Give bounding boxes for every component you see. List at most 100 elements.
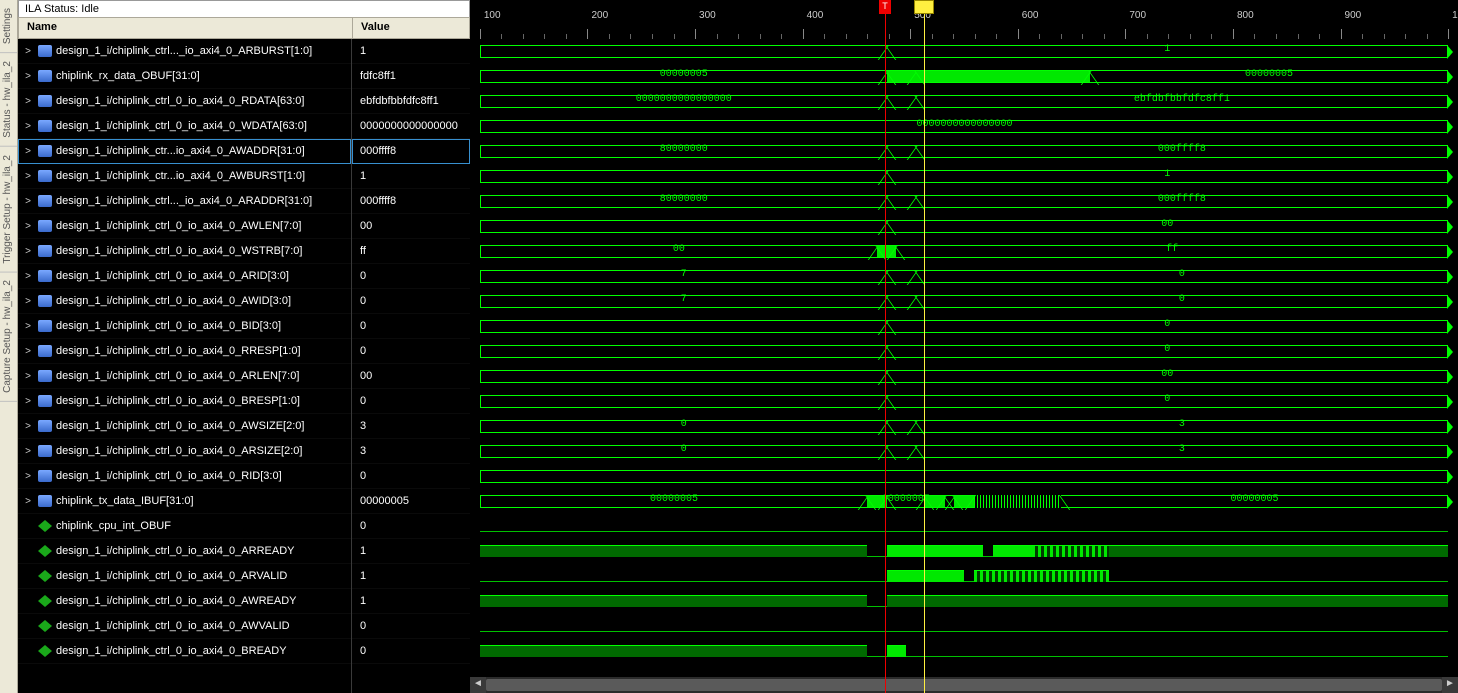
signal-row[interactable]: design_1_i/chiplink_ctrl_0_io_axi4_0_AWR…	[18, 589, 351, 614]
signal-value[interactable]: 0000000000000000	[352, 114, 470, 139]
signal-row[interactable]: >design_1_i/chiplink_ctrl..._io_axi4_0_A…	[18, 39, 351, 64]
signal-row[interactable]: >chiplink_tx_data_IBUF[31:0]	[18, 489, 351, 514]
signal-value[interactable]: 0	[352, 514, 470, 539]
signal-value[interactable]: 0	[352, 339, 470, 364]
signal-value[interactable]: 00000005	[352, 489, 470, 514]
signal-value[interactable]: ebfdbfbbfdfc8ff1	[352, 89, 470, 114]
expand-icon[interactable]: >	[22, 71, 34, 82]
tab-capture-setup[interactable]: Capture Setup - hw_ila_2	[0, 272, 17, 402]
scroll-right-button[interactable]: ►	[1442, 677, 1458, 693]
signal-value[interactable]: 1	[352, 564, 470, 589]
signal-value[interactable]: 0	[352, 289, 470, 314]
expand-icon[interactable]: >	[22, 396, 34, 407]
signal-value[interactable]: 000ffff8	[352, 189, 470, 214]
signal-row[interactable]: >design_1_i/chiplink_ctrl_0_io_axi4_0_AW…	[18, 414, 351, 439]
wave-row[interactable]	[470, 639, 1458, 664]
signal-value[interactable]: fdfc8ff1	[352, 64, 470, 89]
signal-row[interactable]: >design_1_i/chiplink_ctrl_0_io_axi4_0_WS…	[18, 239, 351, 264]
signal-row[interactable]: >design_1_i/chiplink_ctrl_0_io_axi4_0_RR…	[18, 339, 351, 364]
signal-value[interactable]: 00	[352, 214, 470, 239]
signal-value[interactable]: 1	[352, 39, 470, 64]
signal-row[interactable]: >design_1_i/chiplink_ctrl_0_io_axi4_0_WD…	[18, 114, 351, 139]
signal-row[interactable]: >design_1_i/chiplink_ctrl_0_io_axi4_0_AW…	[18, 214, 351, 239]
expand-icon[interactable]: >	[22, 96, 34, 107]
signal-value[interactable]: 00	[352, 364, 470, 389]
signal-value[interactable]: 1	[352, 164, 470, 189]
scroll-thumb[interactable]	[486, 679, 1442, 691]
waveform-pane[interactable]: 1002003004005006007008009001,000T 100000…	[470, 0, 1458, 693]
expand-icon[interactable]: >	[22, 446, 34, 457]
signal-value[interactable]: ff	[352, 239, 470, 264]
tab-trigger-setup[interactable]: Trigger Setup - hw_ila_2	[0, 147, 17, 273]
expand-icon[interactable]: >	[22, 121, 34, 132]
signal-row[interactable]: design_1_i/chiplink_ctrl_0_io_axi4_0_ARR…	[18, 539, 351, 564]
wave-row[interactable]: 00	[470, 364, 1458, 389]
expand-icon[interactable]: >	[22, 221, 34, 232]
signal-value[interactable]: 0	[352, 264, 470, 289]
wave-row[interactable]: 03	[470, 439, 1458, 464]
horizontal-scrollbar[interactable]: ◄ ►	[470, 677, 1458, 693]
expand-icon[interactable]: >	[22, 346, 34, 357]
signal-row[interactable]: >design_1_i/chiplink_ctrl_0_io_axi4_0_AR…	[18, 364, 351, 389]
expand-icon[interactable]: >	[22, 371, 34, 382]
wave-row[interactable]: 000000050000000500000005	[470, 489, 1458, 514]
signal-row[interactable]: design_1_i/chiplink_ctrl_0_io_axi4_0_BRE…	[18, 639, 351, 664]
wave-row[interactable]: 0000000500000005	[470, 64, 1458, 89]
wave-row[interactable]	[470, 514, 1458, 539]
waveform-area[interactable]: 1 00000005000000050000000000000000ebfdbfb…	[470, 39, 1458, 664]
signal-value[interactable]: 1	[352, 589, 470, 614]
signal-row[interactable]: chiplink_cpu_int_OBUF	[18, 514, 351, 539]
signal-value[interactable]: 1	[352, 539, 470, 564]
wave-row[interactable]: 03	[470, 414, 1458, 439]
wave-row[interactable]: 0000000000000000	[470, 114, 1458, 139]
signal-row[interactable]: >design_1_i/chiplink_ctrl_0_io_axi4_0_AR…	[18, 264, 351, 289]
signal-value[interactable]: 3	[352, 439, 470, 464]
signal-value[interactable]: 0	[352, 614, 470, 639]
expand-icon[interactable]: >	[22, 171, 34, 182]
header-name[interactable]: Name	[19, 18, 353, 38]
expand-icon[interactable]: >	[22, 496, 34, 507]
expand-icon[interactable]: >	[22, 321, 34, 332]
wave-row[interactable]: 0	[470, 339, 1458, 364]
wave-row[interactable]: 80000000000ffff8	[470, 189, 1458, 214]
signal-row[interactable]: >design_1_i/chiplink_ctrl_0_io_axi4_0_RI…	[18, 464, 351, 489]
header-value[interactable]: Value	[353, 18, 469, 38]
wave-row[interactable]: 00ff	[470, 239, 1458, 264]
signal-value[interactable]: 3	[352, 414, 470, 439]
wave-row[interactable]	[470, 539, 1458, 564]
wave-row[interactable]: 0	[470, 314, 1458, 339]
expand-icon[interactable]: >	[22, 196, 34, 207]
tab-status[interactable]: Status - hw_ila_2	[0, 53, 17, 147]
signal-value[interactable]: 0	[352, 314, 470, 339]
trigger-marker[interactable]: T	[879, 0, 891, 14]
wave-row[interactable]: 80000000000ffff8	[470, 139, 1458, 164]
signal-row[interactable]: >design_1_i/chiplink_ctr...io_axi4_0_AWA…	[18, 139, 351, 164]
signal-value[interactable]: 0	[352, 639, 470, 664]
signal-value[interactable]: 0	[352, 389, 470, 414]
wave-row[interactable]	[470, 614, 1458, 639]
signal-row[interactable]: design_1_i/chiplink_ctrl_0_io_axi4_0_AWV…	[18, 614, 351, 639]
signal-row[interactable]: >design_1_i/chiplink_ctrl_0_io_axi4_0_BR…	[18, 389, 351, 414]
wave-row[interactable]	[470, 564, 1458, 589]
expand-icon[interactable]: >	[22, 246, 34, 257]
wave-row[interactable]: 1	[470, 164, 1458, 189]
time-ruler[interactable]: 1002003004005006007008009001,000T	[470, 0, 1458, 39]
signal-row[interactable]: >design_1_i/chiplink_ctrl_0_io_axi4_0_RD…	[18, 89, 351, 114]
tab-settings[interactable]: Settings	[0, 0, 17, 53]
signal-row[interactable]: >design_1_i/chiplink_ctrl_0_io_axi4_0_BI…	[18, 314, 351, 339]
signal-value[interactable]: 0	[352, 464, 470, 489]
expand-icon[interactable]: >	[22, 271, 34, 282]
signal-row[interactable]: >design_1_i/chiplink_ctrl_0_io_axi4_0_AW…	[18, 289, 351, 314]
wave-row[interactable]: 70	[470, 289, 1458, 314]
expand-icon[interactable]: >	[22, 471, 34, 482]
signal-row[interactable]: >design_1_i/chiplink_ctrl_0_io_axi4_0_AR…	[18, 439, 351, 464]
signal-row[interactable]: >design_1_i/chiplink_ctrl..._io_axi4_0_A…	[18, 189, 351, 214]
scroll-left-button[interactable]: ◄	[470, 677, 486, 693]
wave-row[interactable]: 0000000000000000ebfdbfbbfdfc8ff1	[470, 89, 1458, 114]
signal-row[interactable]: >design_1_i/chiplink_ctr...io_axi4_0_AWB…	[18, 164, 351, 189]
expand-icon[interactable]: >	[22, 296, 34, 307]
wave-row[interactable]: 00	[470, 214, 1458, 239]
wave-row[interactable]: 0	[470, 389, 1458, 414]
expand-icon[interactable]: >	[22, 46, 34, 57]
signal-row[interactable]: design_1_i/chiplink_ctrl_0_io_axi4_0_ARV…	[18, 564, 351, 589]
